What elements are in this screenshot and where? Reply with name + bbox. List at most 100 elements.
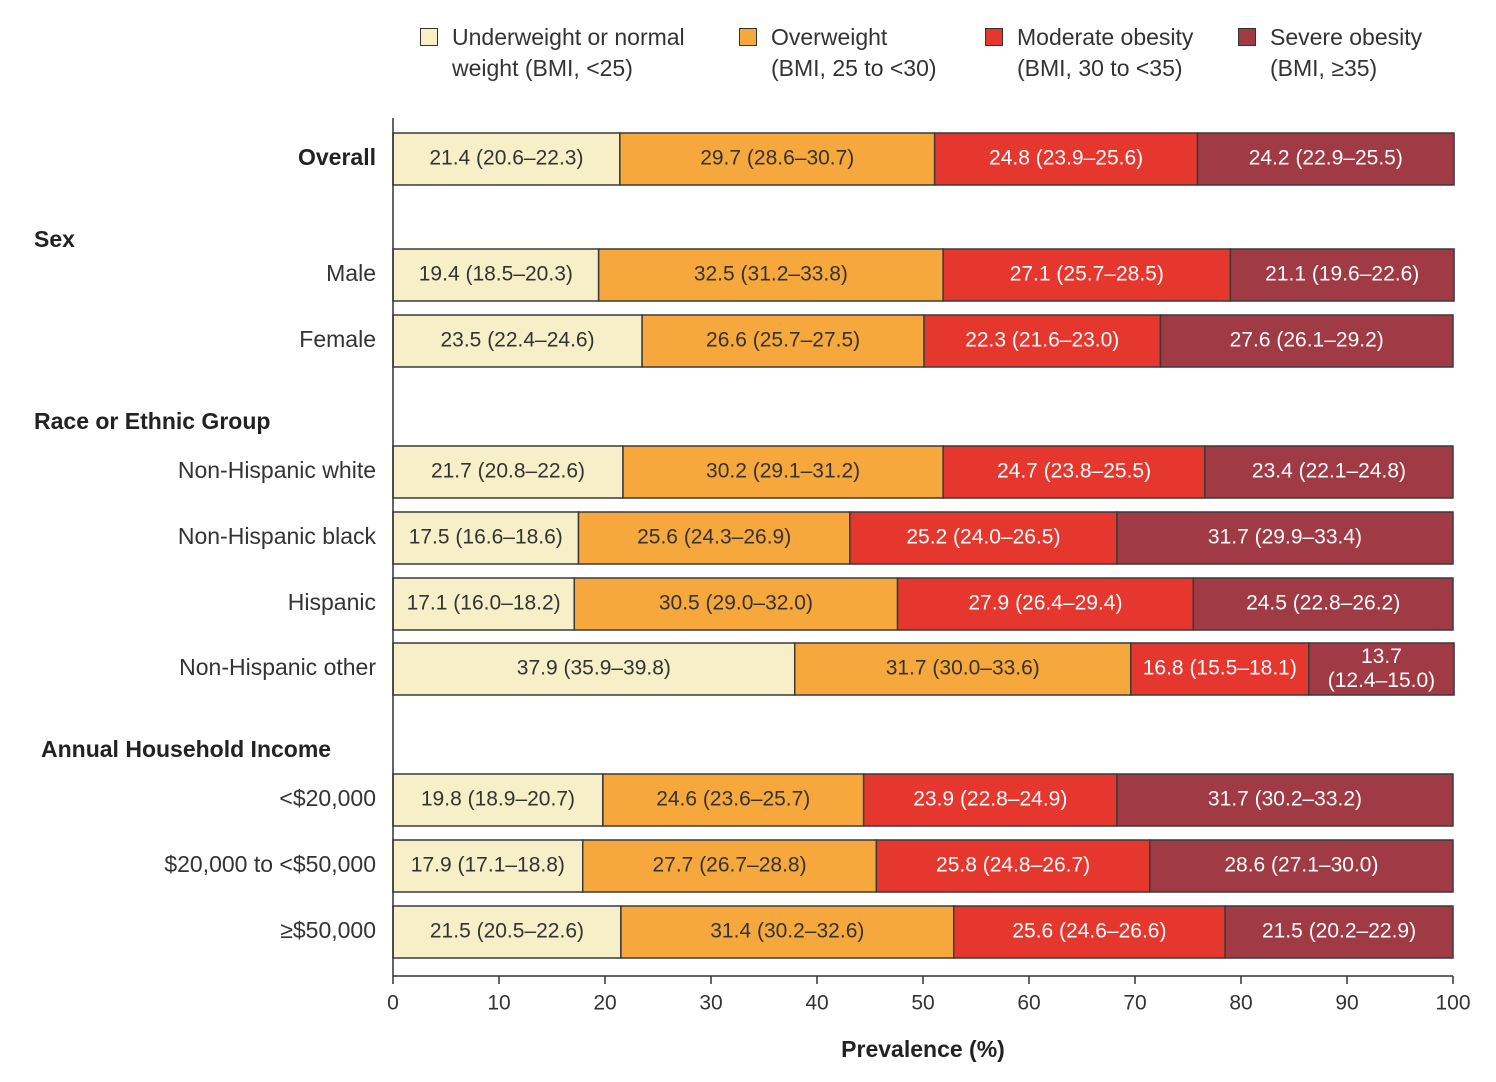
- x-tick-label: 10: [487, 992, 510, 1015]
- row-label-non-hispanic-black: Non-Hispanic black: [178, 523, 377, 549]
- bar-segment-overall-3: [1196, 132, 1455, 186]
- data-label-non-hispanic-white-1: 30.2 (29.1–31.2): [706, 460, 860, 483]
- data-label-male-1: 32.5 (31.2–33.8): [694, 263, 848, 286]
- data-label-non-hispanic-white-3: 23.4 (22.1–24.8): [1252, 460, 1406, 483]
- data-label-overall-3: 24.2 (22.9–25.5): [1249, 147, 1403, 170]
- data-label-50-000-2: 25.6 (24.6–26.6): [1012, 920, 1166, 943]
- data-label-male-0: 19.4 (18.5–20.3): [419, 263, 573, 286]
- data-label-male-2: 27.1 (25.7–28.5): [1010, 263, 1164, 286]
- data-label-female-1: 26.6 (25.7–27.5): [706, 329, 860, 352]
- x-tick-label: 100: [1435, 992, 1470, 1015]
- x-tick-label: 20: [593, 992, 616, 1015]
- group-heading: Annual Household Income: [41, 736, 331, 762]
- bar-segment-non-hispanic-black-3: [1116, 511, 1454, 565]
- bar-segment-male-3: [1229, 248, 1455, 302]
- row-label-20-000-to-50-000: $20,000 to <$50,000: [164, 851, 376, 877]
- data-label-non-hispanic-black-1: 25.6 (24.3–26.9): [637, 526, 791, 549]
- bar-segment-50-000-1: [620, 905, 955, 959]
- bar-segment-non-hispanic-black-2: [849, 511, 1118, 565]
- row-label-hispanic: Hispanic: [288, 589, 376, 615]
- legend-label-moderate-obesity-line1: Moderate obesity: [1017, 24, 1194, 50]
- data-label-overall-0: 21.4 (20.6–22.3): [429, 147, 583, 170]
- x-tick-label: 50: [911, 992, 934, 1015]
- row-label-male: Male: [326, 260, 376, 286]
- legend-label-normal-line1: Underweight or normal: [452, 24, 685, 50]
- data-label-20-000-3: 31.7 (30.2–33.2): [1208, 788, 1362, 811]
- bar-segment-hispanic-1: [573, 577, 899, 631]
- bar-segment-female-3: [1159, 314, 1454, 368]
- bar-segment-female-0: [392, 314, 643, 368]
- bar-segment-non-hispanic-white-1: [622, 445, 944, 499]
- data-label-hispanic-1: 30.5 (29.0–32.0): [659, 592, 813, 615]
- group-heading: Race or Ethnic Group: [34, 408, 270, 434]
- data-label-overall-2: 24.8 (23.9–25.6): [989, 147, 1143, 170]
- data-label-20-000-to-50-000-3: 28.6 (27.1–30.0): [1224, 854, 1378, 877]
- bar-segment-20-000-3: [1116, 773, 1454, 827]
- bar-segment-20-000-to-50-000-0: [392, 839, 584, 893]
- x-tick-label: 40: [805, 992, 828, 1015]
- legend-label-overweight-line1: Overweight: [771, 24, 888, 50]
- data-label-non-hispanic-white-2: 24.7 (23.8–25.5): [997, 460, 1151, 483]
- row-label-overall: Overall: [298, 144, 376, 170]
- bar-segment-overall-2: [933, 132, 1199, 186]
- legend-label-overweight-line2: (BMI, 25 to <30): [771, 55, 937, 81]
- bar-segment-overall-0: [392, 132, 621, 186]
- bar-segment-20-000-2: [862, 773, 1118, 827]
- legend-label-severe-obesity-line1: Severe obesity: [1270, 24, 1423, 50]
- data-label-line: (12.4–15.0): [1328, 669, 1435, 692]
- bar-segment-non-hispanic-white-3: [1204, 445, 1454, 499]
- data-label-female-3: 27.6 (26.1–29.2): [1230, 329, 1384, 352]
- bar-segment-overall-1: [619, 132, 936, 186]
- legend-item-moderate-obesity: Moderate obesity (BMI, 30 to <35): [985, 22, 1193, 84]
- row-label-50-000: ≥$50,000: [280, 917, 376, 943]
- data-label-hispanic-3: 24.5 (22.8–26.2): [1246, 592, 1400, 615]
- bar-segment-male-1: [597, 248, 944, 302]
- row-label-female: Female: [299, 326, 376, 352]
- data-label-non-hispanic-black-0: 17.5 (16.6–18.6): [409, 526, 563, 549]
- bar-segment-50-000-0: [392, 905, 622, 959]
- data-label-20-000-to-50-000-2: 25.8 (24.8–26.7): [936, 854, 1090, 877]
- x-tick-label: 70: [1123, 992, 1146, 1015]
- row-label-non-hispanic-white: Non-Hispanic white: [178, 457, 376, 483]
- data-label-non-hispanic-other-0: 37.9 (35.9–39.8): [517, 657, 671, 680]
- data-label-male-3: 21.1 (19.6–22.6): [1265, 263, 1419, 286]
- bar-segment-non-hispanic-other-3: [1308, 642, 1455, 696]
- data-label-hispanic-2: 27.9 (26.4–29.4): [968, 592, 1122, 615]
- legend-label-severe-obesity-line2: (BMI, ≥35): [1270, 55, 1378, 81]
- legend-label-normal-line2: weight (BMI, <25): [452, 55, 633, 81]
- bar-segment-hispanic-2: [896, 577, 1195, 631]
- legend-swatch-severe-obesity: [1238, 28, 1256, 46]
- legend-label-moderate-obesity-line2: (BMI, 30 to <35): [1017, 55, 1183, 81]
- data-label-line: 13.7: [1361, 645, 1402, 668]
- bar-segment-male-0: [392, 248, 600, 302]
- bar-segment-50-000-2: [952, 905, 1226, 959]
- data-label-50-000-0: 21.5 (20.5–22.6): [430, 920, 584, 943]
- x-tick-label: 80: [1229, 992, 1252, 1015]
- data-label-20-000-to-50-000-0: 17.9 (17.1–18.8): [411, 854, 565, 877]
- data-label-non-hispanic-other-1: 31.7 (30.0–33.6): [886, 657, 1040, 680]
- bar-segment-20-000-1: [602, 773, 865, 827]
- legend-item-severe-obesity: Severe obesity (BMI, ≥35): [1238, 22, 1422, 84]
- data-label-20-000-to-50-000-1: 27.7 (26.7–28.8): [652, 854, 806, 877]
- bar-segment-male-2: [942, 248, 1232, 302]
- bar-segment-hispanic-0: [392, 577, 576, 631]
- data-label-20-000-0: 19.8 (18.9–20.7): [421, 788, 575, 811]
- legend-swatch-normal: [420, 28, 438, 46]
- x-tick-label: 30: [699, 992, 722, 1015]
- x-axis-title: Prevalence (%): [841, 1036, 1005, 1062]
- data-label-hispanic-0: 17.1 (16.0–18.2): [407, 592, 561, 615]
- data-label-female-0: 23.5 (22.4–24.6): [440, 329, 594, 352]
- data-label-non-hispanic-other-3: 13.7 (12.4–15.0): [1328, 645, 1435, 692]
- data-label-female-2: 22.3 (21.6–23.0): [965, 329, 1119, 352]
- data-label-overall-1: 29.7 (28.6–30.7): [700, 147, 854, 170]
- group-heading: Sex: [34, 226, 75, 252]
- x-tick-label: 0: [387, 992, 399, 1015]
- row-label-non-hispanic-other: Non-Hispanic other: [179, 654, 376, 680]
- data-label-20-000-2: 23.9 (22.8–24.9): [913, 788, 1067, 811]
- data-label-non-hispanic-black-2: 25.2 (24.0–26.5): [906, 526, 1060, 549]
- bar-segment-female-1: [641, 314, 925, 368]
- bar-segment-20-000-to-50-000-2: [875, 839, 1151, 893]
- bar-segment-female-2: [923, 314, 1162, 368]
- row-label-20-000: <$20,000: [279, 785, 376, 811]
- data-label-50-000-1: 31.4 (30.2–32.6): [710, 920, 864, 943]
